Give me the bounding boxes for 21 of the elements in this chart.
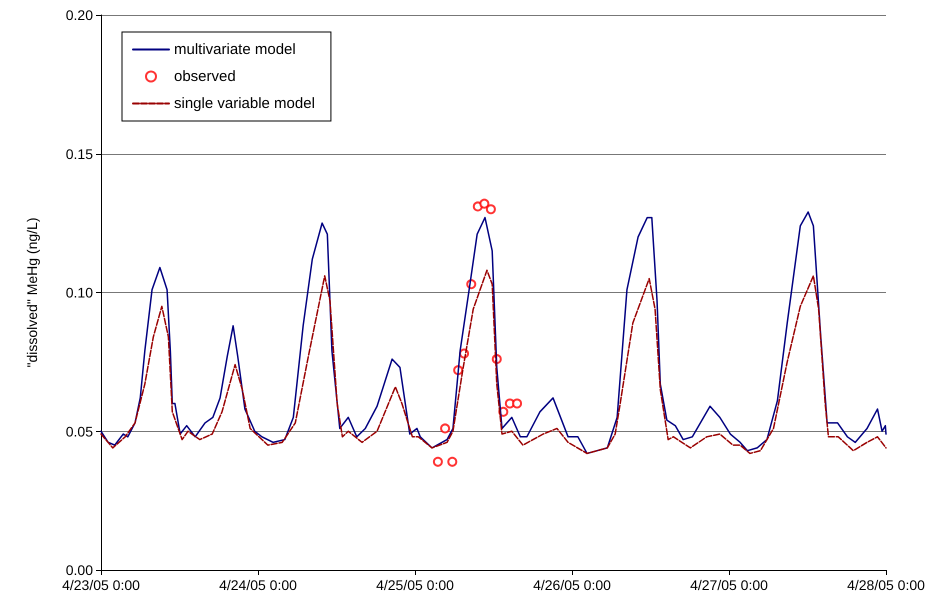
y-tick-label: 0.00 (66, 562, 94, 578)
point (486, 204, 496, 214)
y-tick-label: 0.15 (66, 146, 94, 162)
x-tick-label: 4/24/05 0:00 (219, 577, 298, 593)
x-tick-label: 4/28/05 0:00 (847, 577, 926, 593)
point (447, 456, 458, 467)
point (432, 456, 443, 467)
legend-label: multivariate model (174, 41, 296, 58)
x-tick-label: 4/27/05 0:00 (690, 577, 768, 593)
x-tick-label: 4/23/05 0:00 (62, 577, 140, 593)
point (479, 198, 490, 209)
y-tick-label: 0.05 (66, 423, 94, 440)
legend-label: single variable model (174, 95, 315, 112)
y-axis-title: "dissolved" MeHg (ng/L) (24, 217, 40, 368)
x-tick-label: 4/26/05 0:00 (533, 577, 612, 593)
y-tick-label: 0.20 (66, 7, 94, 23)
point (512, 398, 522, 408)
legend-label: observed (174, 68, 236, 85)
y-tick-label: 0.10 (66, 284, 94, 300)
x-tick-label: 4/25/05 0:00 (376, 577, 454, 593)
point (440, 423, 450, 434)
